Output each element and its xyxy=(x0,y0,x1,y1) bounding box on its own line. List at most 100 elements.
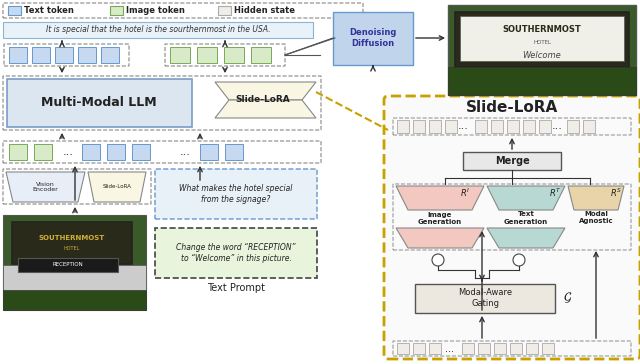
FancyBboxPatch shape xyxy=(526,343,538,354)
FancyBboxPatch shape xyxy=(478,343,490,354)
FancyBboxPatch shape xyxy=(18,258,118,272)
FancyBboxPatch shape xyxy=(107,144,125,160)
FancyBboxPatch shape xyxy=(3,215,146,310)
Polygon shape xyxy=(487,228,565,248)
Text: ...: ... xyxy=(445,344,454,354)
Text: ...: ... xyxy=(63,147,74,157)
FancyBboxPatch shape xyxy=(429,343,441,354)
FancyBboxPatch shape xyxy=(539,120,551,133)
FancyBboxPatch shape xyxy=(494,343,506,354)
FancyBboxPatch shape xyxy=(567,120,579,133)
Text: What makes the hotel special
from the signage?: What makes the hotel special from the si… xyxy=(179,184,292,204)
FancyBboxPatch shape xyxy=(132,144,150,160)
FancyBboxPatch shape xyxy=(460,16,624,61)
FancyBboxPatch shape xyxy=(384,96,640,359)
Text: Vision
Encoder: Vision Encoder xyxy=(32,182,58,193)
FancyBboxPatch shape xyxy=(3,22,313,38)
FancyBboxPatch shape xyxy=(9,144,27,160)
Text: Hidden state: Hidden state xyxy=(234,6,295,15)
Text: Denoising
Diffusion: Denoising Diffusion xyxy=(349,28,397,48)
Text: Slide-LoRA: Slide-LoRA xyxy=(236,95,291,104)
FancyBboxPatch shape xyxy=(34,144,52,160)
Text: Modal
Agnostic: Modal Agnostic xyxy=(579,211,613,225)
FancyBboxPatch shape xyxy=(197,47,217,63)
Polygon shape xyxy=(215,100,316,118)
FancyBboxPatch shape xyxy=(225,144,243,160)
FancyBboxPatch shape xyxy=(224,47,244,63)
Polygon shape xyxy=(487,186,565,210)
Text: Image token: Image token xyxy=(126,6,185,15)
Polygon shape xyxy=(6,172,85,202)
Polygon shape xyxy=(396,186,484,210)
Text: Text
Generation: Text Generation xyxy=(504,211,548,225)
FancyBboxPatch shape xyxy=(523,120,535,133)
Polygon shape xyxy=(568,186,624,210)
FancyBboxPatch shape xyxy=(491,120,503,133)
FancyBboxPatch shape xyxy=(3,290,146,310)
Text: Text Prompt: Text Prompt xyxy=(207,283,265,293)
FancyBboxPatch shape xyxy=(463,152,561,170)
FancyBboxPatch shape xyxy=(583,120,595,133)
FancyBboxPatch shape xyxy=(32,47,50,63)
FancyBboxPatch shape xyxy=(78,47,96,63)
Text: HOTEL: HOTEL xyxy=(533,40,551,44)
Text: Slide-LoRA: Slide-LoRA xyxy=(102,185,131,190)
Text: It is special that the hotel is the sourthernmost in the USA.: It is special that the hotel is the sour… xyxy=(45,25,270,35)
FancyBboxPatch shape xyxy=(82,144,100,160)
FancyBboxPatch shape xyxy=(415,284,555,313)
FancyBboxPatch shape xyxy=(101,47,119,63)
Text: ...: ... xyxy=(458,121,468,131)
FancyBboxPatch shape xyxy=(3,265,146,310)
Text: SOUTHERNMOST: SOUTHERNMOST xyxy=(502,25,581,35)
FancyBboxPatch shape xyxy=(413,343,425,354)
Text: Image
Generation: Image Generation xyxy=(418,211,462,225)
FancyBboxPatch shape xyxy=(7,79,192,127)
FancyBboxPatch shape xyxy=(3,3,363,18)
FancyBboxPatch shape xyxy=(462,343,474,354)
Text: Change the word “RECEPTION”
to “Welcome” in this picture.: Change the word “RECEPTION” to “Welcome”… xyxy=(176,243,296,263)
Text: ...: ... xyxy=(180,147,191,157)
Text: $\mathcal{G}$: $\mathcal{G}$ xyxy=(563,291,573,305)
FancyBboxPatch shape xyxy=(155,169,317,219)
FancyBboxPatch shape xyxy=(251,47,271,63)
Text: Merge: Merge xyxy=(495,156,529,166)
FancyBboxPatch shape xyxy=(448,5,636,95)
Polygon shape xyxy=(215,82,316,100)
FancyBboxPatch shape xyxy=(397,120,409,133)
Text: HOTEL: HOTEL xyxy=(64,245,80,250)
FancyBboxPatch shape xyxy=(507,120,519,133)
FancyBboxPatch shape xyxy=(155,228,317,278)
Polygon shape xyxy=(396,228,484,248)
Text: Text token: Text token xyxy=(24,6,74,15)
FancyBboxPatch shape xyxy=(475,120,487,133)
Circle shape xyxy=(432,254,444,266)
Text: $R^T$: $R^T$ xyxy=(548,187,561,199)
Text: Slide-LoRA: Slide-LoRA xyxy=(466,100,558,115)
FancyBboxPatch shape xyxy=(542,343,554,354)
Polygon shape xyxy=(88,172,146,202)
FancyBboxPatch shape xyxy=(448,67,636,95)
FancyBboxPatch shape xyxy=(445,120,457,133)
FancyBboxPatch shape xyxy=(510,343,522,354)
FancyBboxPatch shape xyxy=(218,6,231,15)
Text: $R^I$: $R^I$ xyxy=(460,187,470,199)
FancyBboxPatch shape xyxy=(9,47,27,63)
FancyBboxPatch shape xyxy=(429,120,441,133)
Circle shape xyxy=(513,254,525,266)
FancyBboxPatch shape xyxy=(55,47,73,63)
FancyBboxPatch shape xyxy=(170,47,190,63)
FancyBboxPatch shape xyxy=(12,222,132,264)
FancyBboxPatch shape xyxy=(110,6,123,15)
Text: ...: ... xyxy=(552,121,563,131)
FancyBboxPatch shape xyxy=(413,120,425,133)
FancyBboxPatch shape xyxy=(455,12,629,67)
Text: $R^S$: $R^S$ xyxy=(610,187,622,199)
FancyBboxPatch shape xyxy=(333,12,413,65)
FancyBboxPatch shape xyxy=(8,6,21,15)
Text: RECEPTION: RECEPTION xyxy=(52,262,83,268)
Text: Welcome: Welcome xyxy=(523,51,561,60)
Text: SOUTHERNMOST: SOUTHERNMOST xyxy=(39,235,105,241)
Text: Modal-Aware
Gating: Modal-Aware Gating xyxy=(458,288,512,308)
FancyBboxPatch shape xyxy=(397,343,409,354)
Text: Multi-Modal LLM: Multi-Modal LLM xyxy=(41,96,157,110)
